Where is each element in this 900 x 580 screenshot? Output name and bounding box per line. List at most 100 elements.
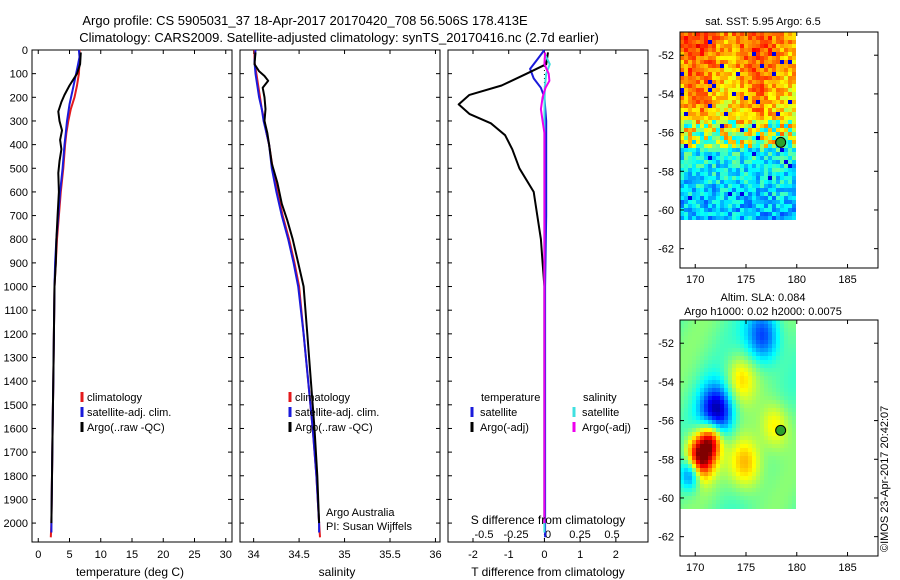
sst-cell bbox=[744, 144, 748, 148]
sst-cell bbox=[716, 204, 720, 208]
sla-cell bbox=[772, 360, 776, 364]
sla-cell bbox=[736, 328, 740, 332]
sst-cell bbox=[768, 160, 772, 164]
sst-cell bbox=[716, 72, 720, 76]
sla-cell bbox=[732, 436, 736, 440]
sst-cell bbox=[704, 156, 708, 160]
sla-cell bbox=[748, 360, 752, 364]
sst-cell bbox=[788, 116, 792, 120]
sla-cell bbox=[708, 448, 712, 452]
sla-cell bbox=[760, 348, 764, 352]
longitude-tick-label: 185 bbox=[838, 274, 856, 286]
sla-cell bbox=[700, 348, 704, 352]
sst-cell bbox=[752, 104, 756, 108]
sla-cell bbox=[772, 396, 776, 400]
sst-cell bbox=[788, 32, 792, 36]
sla-cell bbox=[756, 440, 760, 444]
sla-cell bbox=[684, 480, 688, 484]
sst-cell bbox=[744, 72, 748, 76]
sst-cell bbox=[720, 132, 724, 136]
sla-cell bbox=[700, 452, 704, 456]
sla-cell bbox=[760, 364, 764, 368]
sla-cell bbox=[764, 392, 768, 396]
sla-cell bbox=[780, 404, 784, 408]
sla-cell bbox=[740, 396, 744, 400]
sst-cell bbox=[780, 72, 784, 76]
sla-cell bbox=[740, 392, 744, 396]
sla-cell bbox=[724, 424, 728, 428]
sst-cell bbox=[772, 188, 776, 192]
sla-cell bbox=[748, 376, 752, 380]
sla-cell bbox=[732, 500, 736, 504]
sla-cell bbox=[768, 388, 772, 392]
sla-cell bbox=[716, 412, 720, 416]
sst-cell bbox=[688, 160, 692, 164]
sst-cell bbox=[728, 64, 732, 68]
sst-cell bbox=[740, 92, 744, 96]
sla-cell bbox=[720, 400, 724, 404]
sla-cell bbox=[704, 352, 708, 356]
sla-cell bbox=[764, 348, 768, 352]
sst-cell bbox=[752, 216, 756, 220]
sla-cell bbox=[704, 472, 708, 476]
sst-cell bbox=[716, 136, 720, 140]
sst-cell bbox=[684, 120, 688, 124]
sla-cell bbox=[764, 380, 768, 384]
sst-cell bbox=[792, 184, 796, 188]
sst-cell bbox=[684, 40, 688, 44]
sla-cell bbox=[764, 472, 768, 476]
sst-cell bbox=[720, 100, 724, 104]
sla-cell bbox=[756, 360, 760, 364]
sla-cell bbox=[776, 328, 780, 332]
sla-cell bbox=[792, 344, 796, 348]
sst-cell bbox=[776, 112, 780, 116]
sst-cell bbox=[748, 64, 752, 68]
sst-cell bbox=[680, 196, 684, 200]
sst-cell bbox=[744, 52, 748, 56]
sla-cell bbox=[684, 344, 688, 348]
sst-cell bbox=[752, 128, 756, 132]
sst-cell bbox=[776, 52, 780, 56]
sla-map-panel: Altim. SLA: 0.084 Argo h1000: 0.02 h2000… bbox=[658, 292, 879, 574]
sst-cell bbox=[712, 188, 716, 192]
sst-cell bbox=[760, 68, 764, 72]
sla-cell bbox=[728, 352, 732, 356]
sst-cell bbox=[720, 168, 724, 172]
sst-cell bbox=[756, 144, 760, 148]
sla-cell bbox=[764, 400, 768, 404]
sla-cell bbox=[752, 488, 756, 492]
sla-cell bbox=[764, 460, 768, 464]
sst-cell bbox=[780, 188, 784, 192]
sla-cell bbox=[768, 412, 772, 416]
sst-cell bbox=[684, 168, 688, 172]
sst-cell bbox=[748, 112, 752, 116]
sla-cell bbox=[788, 400, 792, 404]
sla-cell bbox=[772, 452, 776, 456]
sst-cell bbox=[752, 52, 756, 56]
sst-cell bbox=[700, 32, 704, 36]
sla-cell bbox=[744, 456, 748, 460]
sla-cell bbox=[696, 480, 700, 484]
sst-cell bbox=[724, 180, 728, 184]
sst-cell bbox=[688, 56, 692, 60]
sla-cell bbox=[724, 456, 728, 460]
sst-cell bbox=[772, 168, 776, 172]
sst-cell bbox=[716, 176, 720, 180]
sst-cell bbox=[756, 68, 760, 72]
sst-cell bbox=[720, 192, 724, 196]
sla-cell bbox=[792, 384, 796, 388]
sla-cell bbox=[688, 332, 692, 336]
sst-cell bbox=[776, 44, 780, 48]
sla-cell bbox=[788, 408, 792, 412]
sla-cell bbox=[768, 436, 772, 440]
sst-cell bbox=[680, 108, 684, 112]
sst-cell bbox=[740, 120, 744, 124]
sla-cell bbox=[768, 420, 772, 424]
sla-cell bbox=[700, 464, 704, 468]
sla-cell bbox=[696, 364, 700, 368]
sst-cell bbox=[696, 180, 700, 184]
sst-cell bbox=[724, 92, 728, 96]
sst-cell bbox=[780, 100, 784, 104]
sst-cell bbox=[792, 200, 796, 204]
sla-cell bbox=[752, 400, 756, 404]
